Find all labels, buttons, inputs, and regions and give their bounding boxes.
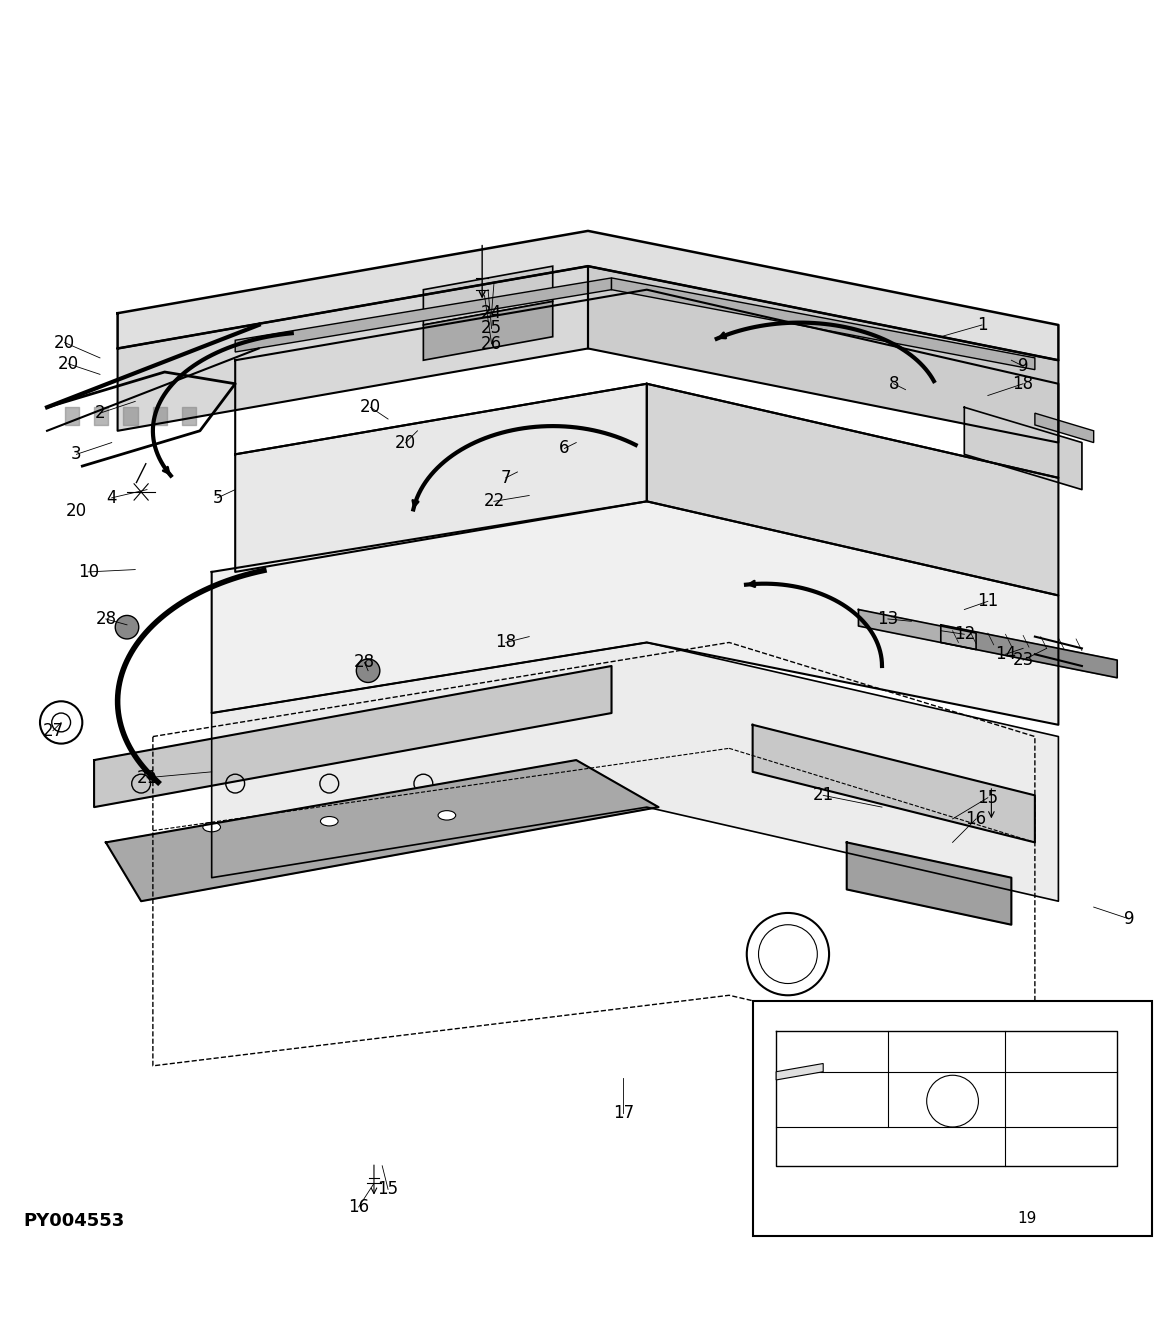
Text: 6: 6 <box>560 440 569 457</box>
Text: 16: 16 <box>965 810 987 829</box>
Polygon shape <box>118 266 588 430</box>
Polygon shape <box>941 625 1117 678</box>
Text: 20: 20 <box>54 333 75 352</box>
Text: 22: 22 <box>483 493 505 510</box>
Ellipse shape <box>320 817 339 826</box>
Text: 11: 11 <box>977 593 998 610</box>
Text: 8: 8 <box>889 374 898 393</box>
Text: 20: 20 <box>395 433 416 452</box>
Text: 16: 16 <box>348 1197 369 1216</box>
Text: 23: 23 <box>1013 651 1034 669</box>
Polygon shape <box>647 384 1058 595</box>
Text: 18: 18 <box>495 634 516 651</box>
Ellipse shape <box>202 822 220 831</box>
Text: 21: 21 <box>136 769 158 787</box>
Text: PY004553: PY004553 <box>24 1212 125 1231</box>
Polygon shape <box>235 278 612 352</box>
Ellipse shape <box>437 811 455 821</box>
Polygon shape <box>423 266 553 325</box>
Polygon shape <box>847 842 1011 924</box>
Polygon shape <box>612 278 1035 370</box>
Text: 21: 21 <box>813 786 834 805</box>
Text: 24: 24 <box>481 304 502 322</box>
Text: 18: 18 <box>1013 374 1034 393</box>
Polygon shape <box>94 666 612 807</box>
Text: 15: 15 <box>977 789 998 807</box>
Text: 28: 28 <box>354 654 375 671</box>
Bar <box>753 1002 1152 1236</box>
Text: 26: 26 <box>481 334 502 353</box>
Text: 4: 4 <box>107 489 116 507</box>
Text: 27: 27 <box>42 722 64 739</box>
Text: 5: 5 <box>213 489 222 507</box>
Polygon shape <box>212 642 1058 902</box>
Polygon shape <box>588 266 1058 442</box>
Polygon shape <box>235 384 647 571</box>
Text: 12: 12 <box>954 625 975 643</box>
Text: 19: 19 <box>1013 1168 1034 1187</box>
Text: 9: 9 <box>1124 910 1134 928</box>
Circle shape <box>115 615 139 639</box>
Polygon shape <box>858 610 976 650</box>
Text: 15: 15 <box>377 1180 399 1199</box>
Text: 19: 19 <box>1017 1211 1036 1227</box>
Text: 13: 13 <box>877 610 898 627</box>
Circle shape <box>356 659 380 682</box>
Polygon shape <box>423 301 553 360</box>
Polygon shape <box>1035 413 1094 442</box>
Polygon shape <box>118 230 1058 360</box>
Text: 10: 10 <box>78 563 99 581</box>
Text: 20: 20 <box>360 398 381 417</box>
Text: 7: 7 <box>501 469 510 486</box>
Text: 2: 2 <box>94 404 106 422</box>
Text: 3: 3 <box>71 445 82 464</box>
Text: 14: 14 <box>995 645 1016 663</box>
Text: 28: 28 <box>95 610 116 627</box>
Text: 20: 20 <box>58 354 79 373</box>
Text: 25: 25 <box>481 320 502 337</box>
Polygon shape <box>106 761 659 902</box>
Polygon shape <box>212 501 1058 725</box>
Text: 17: 17 <box>613 1104 634 1122</box>
Text: 9: 9 <box>1018 357 1028 376</box>
Polygon shape <box>964 408 1082 490</box>
Polygon shape <box>776 1063 823 1080</box>
Text: 20: 20 <box>66 502 87 519</box>
Polygon shape <box>753 725 1035 842</box>
Text: 1: 1 <box>976 316 988 334</box>
